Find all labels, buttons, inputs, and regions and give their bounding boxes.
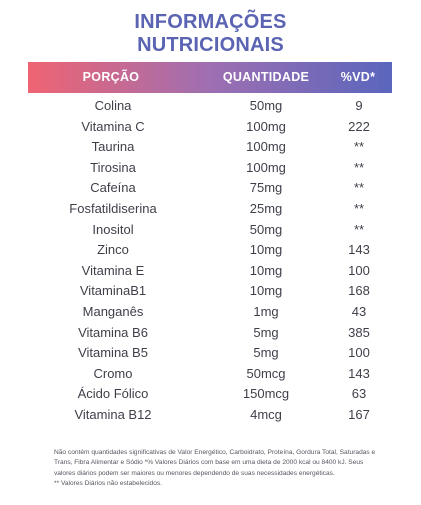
nutrient-vd: 385 [348,324,370,340]
nutrient-quantity: 10mg [249,242,283,258]
nutrition-table-body: Colina 50mg 9 Vitamina C 100mg 222 Taurina 100m… [28,96,392,426]
table-row: Fosfatildiserina 25mg ** [28,199,392,220]
nutrient-quantity: 50mg [249,221,283,237]
nutrient-name: Manganês [82,303,144,319]
nutrient-vd: ** [353,200,365,216]
nutrient-vd: 63 [351,386,367,402]
nutrient-name: Vitamina C [81,118,145,134]
nutrient-quantity: 50mg [249,98,283,113]
table-row: Vitamina B5 5mg 100 [28,343,392,364]
nutrient-name: Zinco [97,242,129,258]
nutrient-name: Taurina [91,139,135,155]
table-header: PORÇÃO QUANTIDADE %VD* [28,62,392,93]
nutrient-name: Vitamina B5 [78,345,148,361]
footnote-text: Não contém quantidades significativas de… [54,449,376,477]
nutrient-vd: 43 [351,303,367,319]
table-row: Tirosina 100mg ** [28,158,392,179]
table-row: Vitamina C 100mg 222 [28,117,392,138]
nutrient-vd: 9 [355,98,363,113]
table-row: Inositol 50mg ** [28,220,392,241]
nutrient-vd: 143 [348,242,370,258]
footnote: Não contém quantidades significativas de… [54,448,384,489]
nutrient-name: Colina [94,98,132,113]
header-quantidade: QUANTIDADE [222,70,310,84]
nutrient-name: Cafeína [90,180,136,196]
nutrient-quantity: 10mg [249,262,283,278]
nutrient-quantity: 5mg [253,324,279,340]
nutrient-name: VitaminaB1 [79,283,147,299]
table-row: Colina 50mg 9 [28,96,392,117]
nutrient-vd: ** [353,159,365,175]
nutrient-quantity: 25mg [249,200,283,216]
nutrient-quantity: 1mg [253,303,279,319]
nutrient-vd: 143 [348,365,370,381]
header-porcao: PORÇÃO [82,70,140,84]
footnote-note: ** Valores Diários não estabelecidos. [54,479,163,487]
nutrient-quantity: 100mg [246,159,286,175]
nutrient-name: Vitamina E [81,262,145,278]
nutrient-name: Vitamina B6 [78,324,148,340]
title-line-1: INFORMAÇÕES [134,11,287,33]
table-row: Ácido Fólico 150mcg 63 [28,384,392,405]
nutrient-quantity: 150mcg [242,386,290,402]
nutrient-name: Inositol [92,221,134,237]
nutrient-vd: ** [353,221,365,237]
nutrient-vd: 100 [348,262,370,278]
nutrient-vd: ** [353,139,365,155]
table-row: Vitamina B12 4mcg 167 [28,405,392,426]
table-row: Taurina 100mg ** [28,137,392,158]
table-row: Zinco 10mg 143 [28,240,392,261]
table-row: Cromo 50mcg 143 [28,364,392,385]
table-row: Cafeína 75mg ** [28,178,392,199]
nutrient-vd: 167 [348,406,370,422]
nutrient-quantity: 100mg [246,118,286,134]
nutrient-vd: 168 [348,283,370,299]
nutrient-name: Ácido Fólico [77,386,149,402]
nutrient-quantity: 75mg [249,180,283,196]
nutrient-quantity: 5mg [253,345,279,361]
nutrient-name: Vitamina B12 [74,406,152,422]
nutrient-quantity: 10mg [249,283,283,299]
nutrient-quantity: 4mcg [250,406,282,422]
nutrient-vd: 222 [348,118,370,134]
table-row: Vitamina B6 5mg 385 [28,323,392,344]
table-row: Vitamina E 10mg 100 [28,261,392,282]
nutrient-quantity: 100mg [246,139,286,155]
nutrient-vd: 100 [348,345,370,361]
nutrient-name: Fosfatildiserina [69,200,157,216]
nutrient-vd: ** [353,180,365,196]
nutrient-quantity: 50mcg [246,365,286,381]
title-line-2: NUTRICIONAIS [137,34,284,56]
table-row: Manganês 1mg 43 [28,302,392,323]
nutrient-name: Tirosina [90,159,136,175]
header-vd: %VD* [340,70,376,84]
table-row: VitaminaB1 10mg 168 [28,281,392,302]
nutrient-name: Cromo [93,365,133,381]
